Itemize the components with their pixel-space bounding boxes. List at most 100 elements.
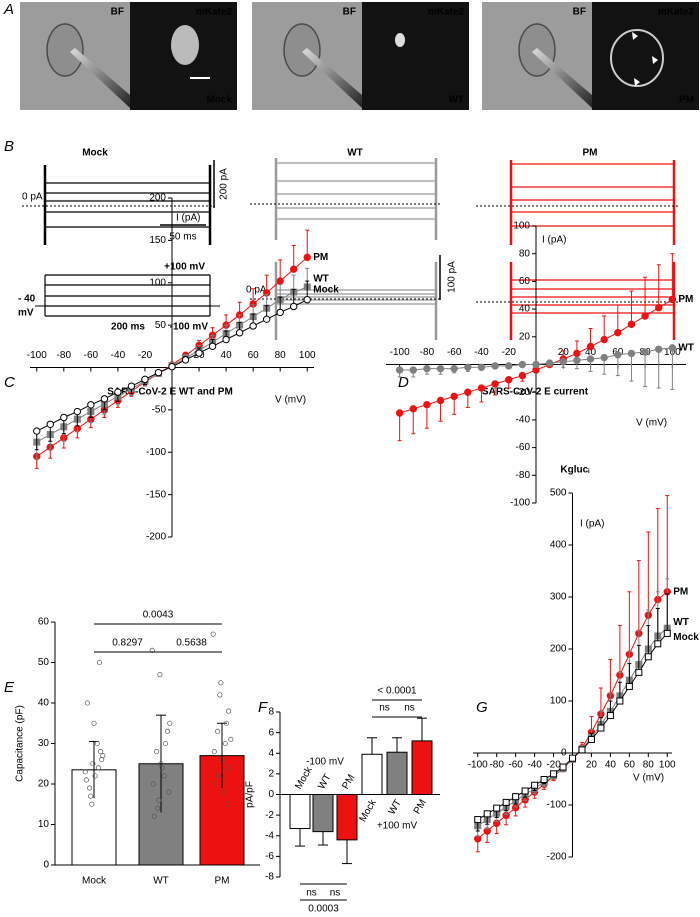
legend-label: WT <box>313 274 329 285</box>
image-label: mKate2 <box>196 7 233 18</box>
x-tick-label: -40 <box>111 350 126 361</box>
data-point <box>165 728 171 734</box>
cell-signal <box>395 33 405 47</box>
marker <box>474 816 482 824</box>
chart-title: SARS-CoV-2 E WT and PM <box>107 387 233 398</box>
marker <box>46 420 54 428</box>
marker <box>33 427 41 435</box>
marker <box>644 653 652 661</box>
zero-label: 0 pA <box>246 285 267 296</box>
data-point <box>227 765 233 771</box>
image-label: mKate2 <box>658 7 695 18</box>
step-label: 200 ms <box>111 322 145 333</box>
marker <box>450 392 458 401</box>
scale-label: 50 ms <box>169 232 196 243</box>
data-point <box>166 789 172 795</box>
significance-label: < 0.0001 <box>377 686 417 697</box>
marker <box>73 407 82 416</box>
x-tick-label: 100 <box>299 350 316 361</box>
x-tick-label: -40 <box>527 760 542 771</box>
zero-label: 0 pA <box>22 192 43 203</box>
data-point <box>222 740 228 747</box>
x-tick-label: WT <box>153 876 169 887</box>
marker <box>505 362 513 370</box>
marker <box>641 348 649 356</box>
data-point <box>220 789 226 795</box>
marker <box>559 763 567 771</box>
data-point <box>218 680 224 686</box>
significance-label: 0.0043 <box>143 610 174 621</box>
y-tick-label: 0 <box>268 789 274 800</box>
step-label: +100 mV <box>164 262 205 273</box>
y-axis-label: I (pA) <box>176 213 200 224</box>
trace-title: Mock <box>82 148 108 159</box>
y-tick-label: -6 <box>265 851 274 862</box>
y-tick-label: 200 <box>550 644 567 655</box>
chart-title: Kglucᵢ <box>560 465 590 476</box>
marker <box>493 804 501 812</box>
marker <box>655 304 663 312</box>
y-tick-label: -40 <box>516 415 531 426</box>
marker <box>586 342 595 351</box>
marker <box>276 277 284 285</box>
marker <box>208 342 217 351</box>
marker <box>502 798 510 806</box>
marker <box>464 388 472 396</box>
x-tick-label: -20 <box>546 760 561 771</box>
marker <box>491 380 499 388</box>
x-tick-label: 60 <box>248 350 260 361</box>
x-tick-label: 40 <box>605 760 617 771</box>
marker <box>303 296 311 304</box>
marker <box>641 312 649 320</box>
marker <box>573 356 581 365</box>
panel-letter: A <box>3 1 14 18</box>
y-tick-label: 300 <box>550 592 567 603</box>
y-tick-label: 20 <box>38 779 50 790</box>
marker <box>423 400 431 409</box>
y-tick-label: 50 <box>155 320 167 331</box>
marker <box>540 776 548 784</box>
significance-label: 0.8297 <box>112 638 143 649</box>
x-axis-label: V (mV) <box>633 773 664 784</box>
marker <box>505 376 513 384</box>
group-label: +100 mV <box>377 821 418 832</box>
marker <box>181 356 190 364</box>
marker <box>625 682 633 690</box>
x-tick-label: -80 <box>489 760 504 771</box>
marker <box>614 351 622 359</box>
marker <box>141 375 149 384</box>
marker <box>436 396 445 405</box>
data-point <box>82 769 88 775</box>
marker <box>483 810 491 818</box>
legend-label: PM <box>313 252 328 263</box>
step-label: -100 mV <box>170 322 209 333</box>
data-point <box>162 740 168 747</box>
bar <box>386 751 408 795</box>
marker <box>627 349 636 358</box>
y-tick-label: 100 <box>149 277 166 288</box>
marker <box>154 368 163 377</box>
trace-title: PM <box>583 148 598 159</box>
marker <box>87 401 95 409</box>
x-tick-label: -40 <box>474 347 489 358</box>
marker <box>586 355 595 363</box>
marker <box>114 388 122 396</box>
y-tick-label: 60 <box>38 617 50 628</box>
marker <box>655 345 663 353</box>
marker <box>477 363 486 371</box>
y-tick-label: 500 <box>550 488 567 499</box>
legend-label: Mock <box>313 284 339 295</box>
image-label: BF <box>573 7 586 18</box>
pipette <box>532 48 592 108</box>
marker <box>531 781 539 789</box>
x-tick-label: -60 <box>84 350 99 361</box>
data-point <box>159 765 165 771</box>
x-tick-label: 80 <box>643 760 655 771</box>
marker <box>559 358 567 366</box>
x-tick-label: -100 <box>468 760 488 771</box>
data-point <box>212 781 218 787</box>
data-point <box>215 728 221 734</box>
x-tick-label: -80 <box>57 350 72 361</box>
